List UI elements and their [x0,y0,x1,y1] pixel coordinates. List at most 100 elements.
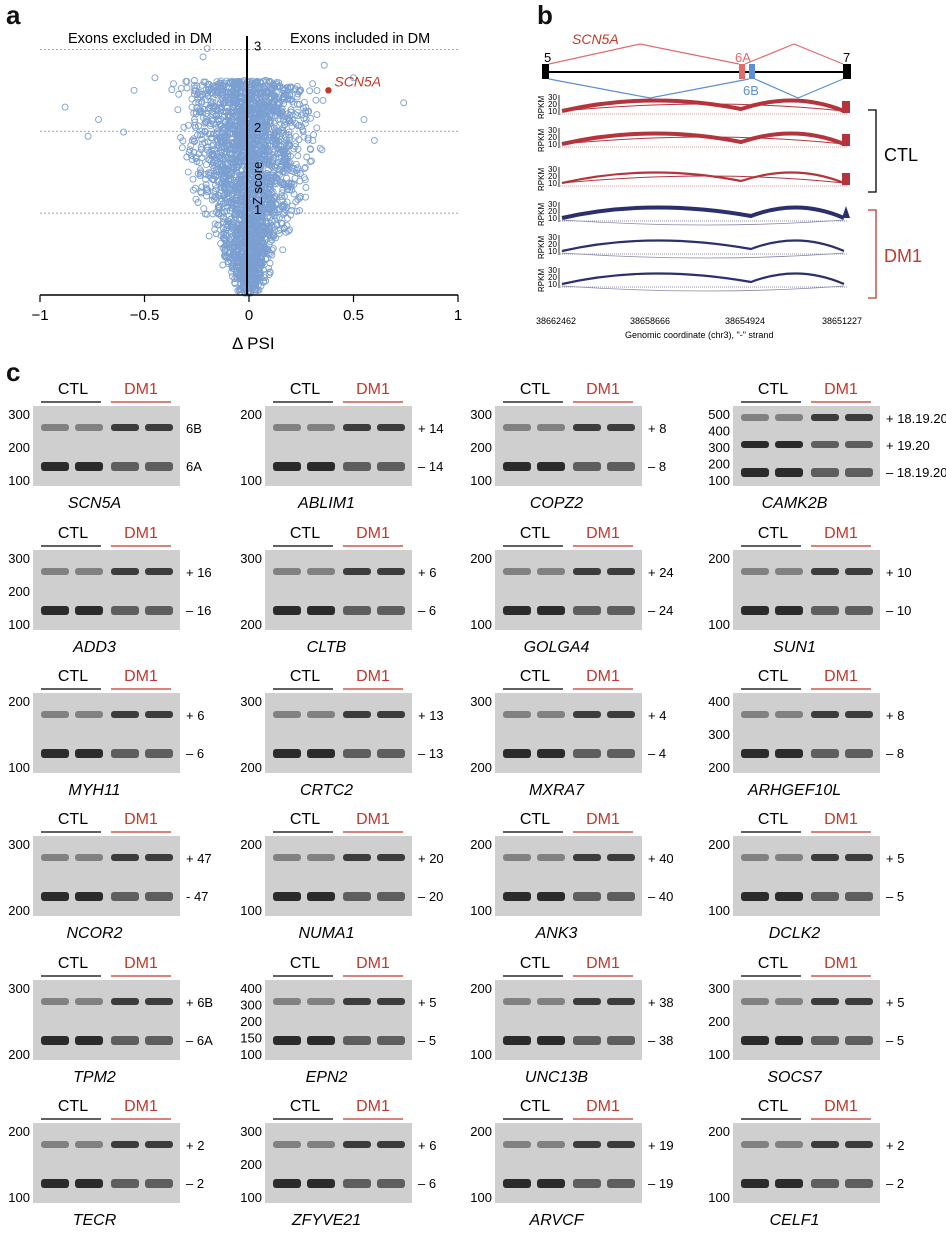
gel-band [537,1179,565,1188]
data-point [214,202,222,210]
gel-band [845,468,873,477]
gel-band [111,854,139,861]
gel-band [41,854,69,861]
data-point [263,119,271,127]
ladder-mark: 200 [470,1124,492,1139]
data-point [278,109,286,117]
data-point [203,45,211,52]
gel-band [111,606,139,615]
x-tick-label: 1 [454,307,462,324]
data-point [262,126,270,134]
gel-image [265,836,412,916]
data-point [202,115,210,123]
data-point [283,174,290,182]
band-label: + 6 [186,708,204,723]
data-point [217,79,224,87]
gel-image [265,1123,412,1203]
data-point [265,225,273,233]
band-label: – 2 [186,1176,204,1191]
data-point [251,280,259,288]
gel-band [343,568,371,575]
data-point [213,78,221,86]
gel-band [573,1179,601,1188]
ctl-label: CTL [520,1098,550,1115]
ladder-mark: 200 [8,440,30,455]
data-point [208,176,216,183]
ladder-mark: 200 [240,1014,262,1029]
data-point [212,193,219,201]
gene-name: SOCS7 [767,1069,822,1086]
data-point [218,91,226,99]
band-label: + 13 [418,708,444,723]
gel-band [741,749,769,758]
data-point [266,118,274,126]
gel-band [377,1141,405,1148]
data-point [234,128,241,136]
data-point [293,82,301,90]
gel-band [41,711,69,718]
data-point [235,181,243,188]
data-point [231,196,239,204]
data-point [196,159,204,167]
gel-band [75,568,103,575]
gel-band [503,1179,531,1188]
band-label: + 19.20 [886,438,930,453]
data-point [222,231,230,239]
dm1-label: DM1 [124,525,158,542]
data-point [290,190,298,198]
data-point [238,189,246,197]
gel-band [811,468,839,477]
data-point [258,128,266,135]
data-point [254,147,262,155]
band-label: + 10 [886,565,912,580]
data-point [228,264,236,272]
data-point [231,279,239,287]
data-point [254,97,262,105]
data-point [226,130,234,138]
gel-band [573,424,601,431]
ladder-mark: 300 [240,694,262,709]
data-point [259,100,267,108]
gene-name: SUN1 [773,639,816,656]
gel-band [75,749,103,758]
data-point [204,117,212,125]
dm1-label: DM1 [124,1098,158,1115]
ladder-mark: 300 [708,727,730,742]
data-point [95,116,102,123]
band-label: – 6 [418,1176,436,1191]
gel-band [41,1036,69,1045]
gel-band [111,1036,139,1045]
data-point [251,201,259,209]
data-point [280,96,288,104]
data-point [233,273,241,281]
data-point [272,139,280,147]
gel-band [775,468,803,477]
data-point [235,132,243,140]
data-point [236,256,244,264]
data-point [229,78,236,86]
gel-image [33,836,180,916]
band-label: + 38 [648,995,674,1010]
gel-band [273,711,301,718]
rpkm-axis-label: RPKM [537,203,546,226]
data-point [268,189,276,197]
rpkm-tick: 20 [548,240,557,249]
rpkm-tick: 20 [548,207,557,216]
data-point [260,194,267,202]
exon-6b [749,64,755,79]
data-point [191,84,199,92]
band-label: – 5 [418,1033,436,1048]
data-point [192,108,200,116]
dm1-label: DM1 [124,668,158,685]
data-point [194,131,201,139]
gel-band [273,606,301,615]
gel-band [145,1036,173,1045]
ladder-mark: 300 [240,998,262,1013]
data-point [225,88,233,96]
data-point [190,87,198,95]
gel-band [343,462,371,471]
data-point [256,130,264,137]
data-point [257,105,265,113]
ladder-mark: 200 [8,903,30,918]
gel-band [811,414,839,421]
